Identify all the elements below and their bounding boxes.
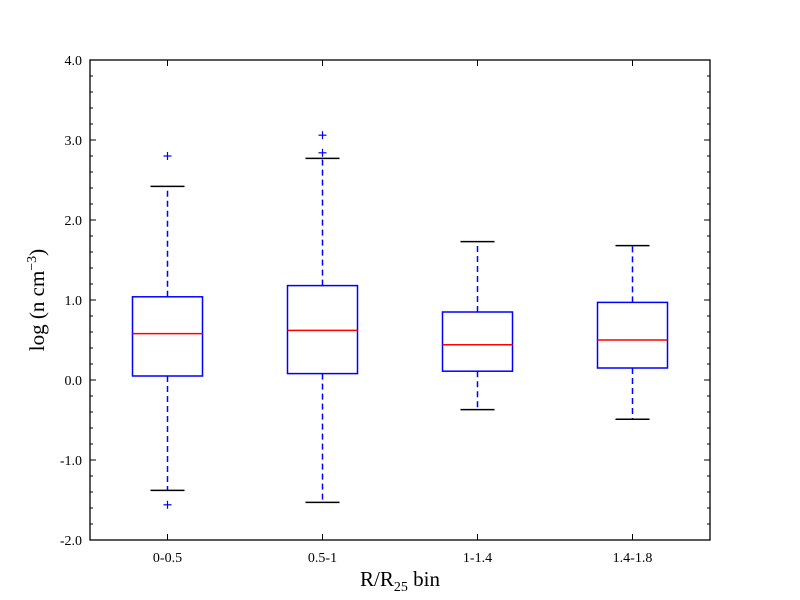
y-tick-label: 1.0 xyxy=(65,294,83,309)
x-tick-label: 1-1.4 xyxy=(463,551,492,566)
x-axis-label: R/R25 bin xyxy=(360,567,440,595)
x-tick-label: 1.4-1.8 xyxy=(613,551,653,566)
y-tick-label: 2.0 xyxy=(65,214,83,229)
plot-area xyxy=(131,131,669,509)
x-tick-label: 0-0.5 xyxy=(153,551,182,566)
x-tick-label: 0.5-1 xyxy=(308,551,337,566)
iqr-box xyxy=(286,284,359,375)
iqr-box xyxy=(441,311,514,372)
y-tick-label: -1.0 xyxy=(60,454,82,469)
axis-ticks: -2.0 -1.0 0.0 1.0 2.0 3.0 4.0 0-0.5 0.5-1 1-1.4 1.… xyxy=(60,54,710,566)
y-tick-label: 4.0 xyxy=(65,54,83,69)
y-tick-label: -2.0 xyxy=(60,534,82,549)
iqr-box xyxy=(131,296,204,377)
iqr-box xyxy=(596,301,669,369)
y-tick-label: 3.0 xyxy=(65,134,83,149)
y-axis-label: log (n cm−3) xyxy=(25,249,49,351)
y-tick-label: 0.0 xyxy=(65,374,83,389)
